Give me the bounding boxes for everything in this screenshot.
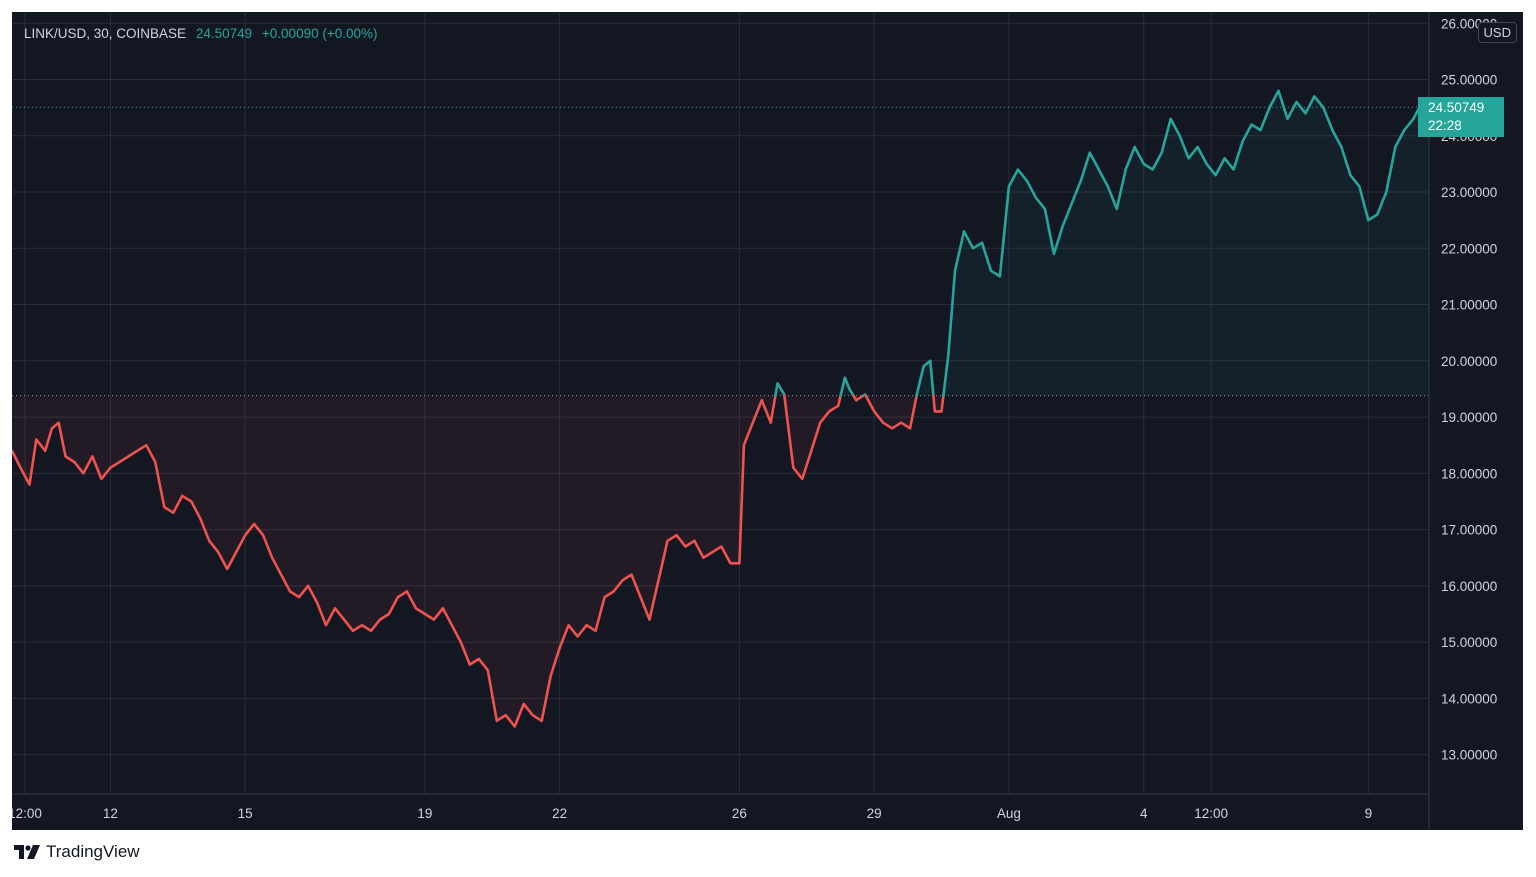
price-line-above <box>942 89 1431 397</box>
y-tick-label: 20.00000 <box>1441 354 1497 369</box>
x-tick-label: 19 <box>417 806 432 821</box>
price-line-above <box>839 376 855 397</box>
x-tick-label: 15 <box>238 806 253 821</box>
chart-panel[interactable]: 13.00000 14.00000 15.00000 16.00000 17.00000… <box>12 12 1523 830</box>
y-tick-label: 18.00000 <box>1441 466 1497 481</box>
x-tick-label: 4 <box>1140 806 1148 821</box>
x-tick-label: 9 <box>1365 806 1373 821</box>
price-line-below <box>932 394 945 413</box>
price-line-below <box>852 394 865 402</box>
y-tick-label: 19.00000 <box>1441 410 1497 425</box>
area-fill-below <box>12 395 776 727</box>
x-tick-label: 12:00 <box>1194 806 1228 821</box>
last-price-label: 24.50749 22:28 <box>1418 97 1504 137</box>
area-fill-below <box>784 395 841 479</box>
y-tick-label: 23.00000 <box>1441 185 1497 200</box>
price-line-below <box>12 394 777 728</box>
tradingview-watermark[interactable]: TradingView <box>14 842 140 862</box>
bar-countdown: 22:28 <box>1428 118 1462 133</box>
symbol-info: LINK/USD, 30, COINBASE <box>24 26 187 41</box>
watermark-brand: TradingView <box>46 842 140 861</box>
y-tick-label: 17.00000 <box>1441 523 1497 538</box>
y-tick-label: 25.00000 <box>1441 73 1497 88</box>
tradingview-logo-icon <box>14 845 40 859</box>
price-line-below <box>864 394 918 430</box>
legend-change: +0.00090 (+0.00%) <box>261 26 378 41</box>
area-fill-above <box>943 90 1429 396</box>
last-price-value: 24.50749 <box>1428 100 1485 115</box>
x-tick-label: 22 <box>552 806 567 821</box>
y-tick-label: 16.00000 <box>1441 579 1497 594</box>
currency-badge[interactable]: USD <box>1477 22 1517 43</box>
y-tick-label: 15.00000 <box>1441 635 1497 650</box>
y-tick-label: 13.00000 <box>1441 748 1497 763</box>
price-chart[interactable]: 13.00000 14.00000 15.00000 16.00000 17.00000… <box>12 12 1523 830</box>
x-tick-label: 29 <box>867 806 882 821</box>
y-tick-label: 21.00000 <box>1441 298 1497 313</box>
y-tick-label: 22.00000 <box>1441 241 1497 256</box>
x-tick-label: 12 <box>103 806 118 821</box>
x-tick-label: Aug <box>997 806 1021 821</box>
y-tick-label: 14.00000 <box>1441 691 1497 706</box>
price-line-above <box>915 359 935 397</box>
x-tick-label: 26 <box>732 806 747 821</box>
price-line-below <box>783 394 842 481</box>
legend-last-value: 24.50749 <box>195 26 253 41</box>
area-fill-above <box>916 360 934 396</box>
x-tick-label: 12:00 <box>12 806 42 821</box>
symbol-legend: LINK/USD, 30, COINBASE 24.50749 +0.00090… <box>24 26 378 41</box>
area-fill-below <box>865 395 917 429</box>
